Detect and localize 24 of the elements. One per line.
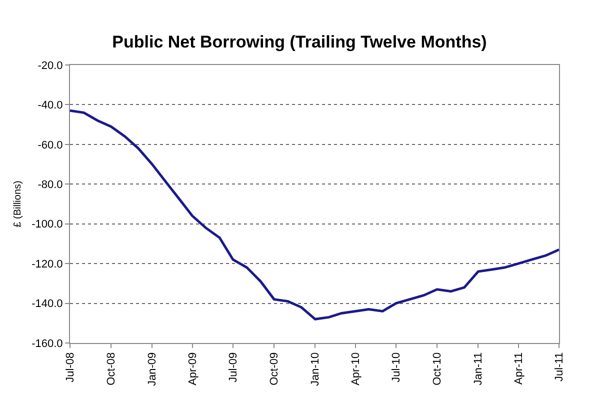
x-tick-label: Jan-09 xyxy=(146,352,159,386)
y-axis-title: £ (Billions) xyxy=(12,180,24,228)
x-tick-label: Jul-09 xyxy=(228,352,240,382)
y-tick-label: -80.0 xyxy=(38,178,63,191)
x-tick-label: Apr-09 xyxy=(186,352,199,386)
y-tick-label: -20.0 xyxy=(38,60,63,72)
x-tick-label: Oct-10 xyxy=(432,352,444,386)
y-tick-label: -100.0 xyxy=(32,218,63,231)
y-tick-label: -120.0 xyxy=(32,258,63,270)
y-tick-label: -140.0 xyxy=(32,298,63,310)
x-tick-label: Apr-11 xyxy=(512,352,525,385)
y-tick-label: -60.0 xyxy=(38,139,63,152)
y-tick-label: -40.0 xyxy=(38,100,63,112)
line-series xyxy=(70,109,559,320)
x-tick-label: Oct-09 xyxy=(268,352,281,386)
chart-title: Public Net Borrowing (Trailing Twelve Months) xyxy=(112,32,487,52)
x-tick-label: Apr-10 xyxy=(350,352,362,386)
x-tick-label: Jan-11 xyxy=(472,352,485,386)
y-tick-label: -160.0 xyxy=(32,338,63,350)
x-tick-label: Jul-11 xyxy=(554,352,566,382)
x-tick-label: Jul-10 xyxy=(390,352,403,382)
x-tick-label: Oct-08 xyxy=(106,352,118,386)
x-tick-label: Jul-08 xyxy=(64,352,77,382)
x-tick-label: Jan-10 xyxy=(310,352,322,386)
